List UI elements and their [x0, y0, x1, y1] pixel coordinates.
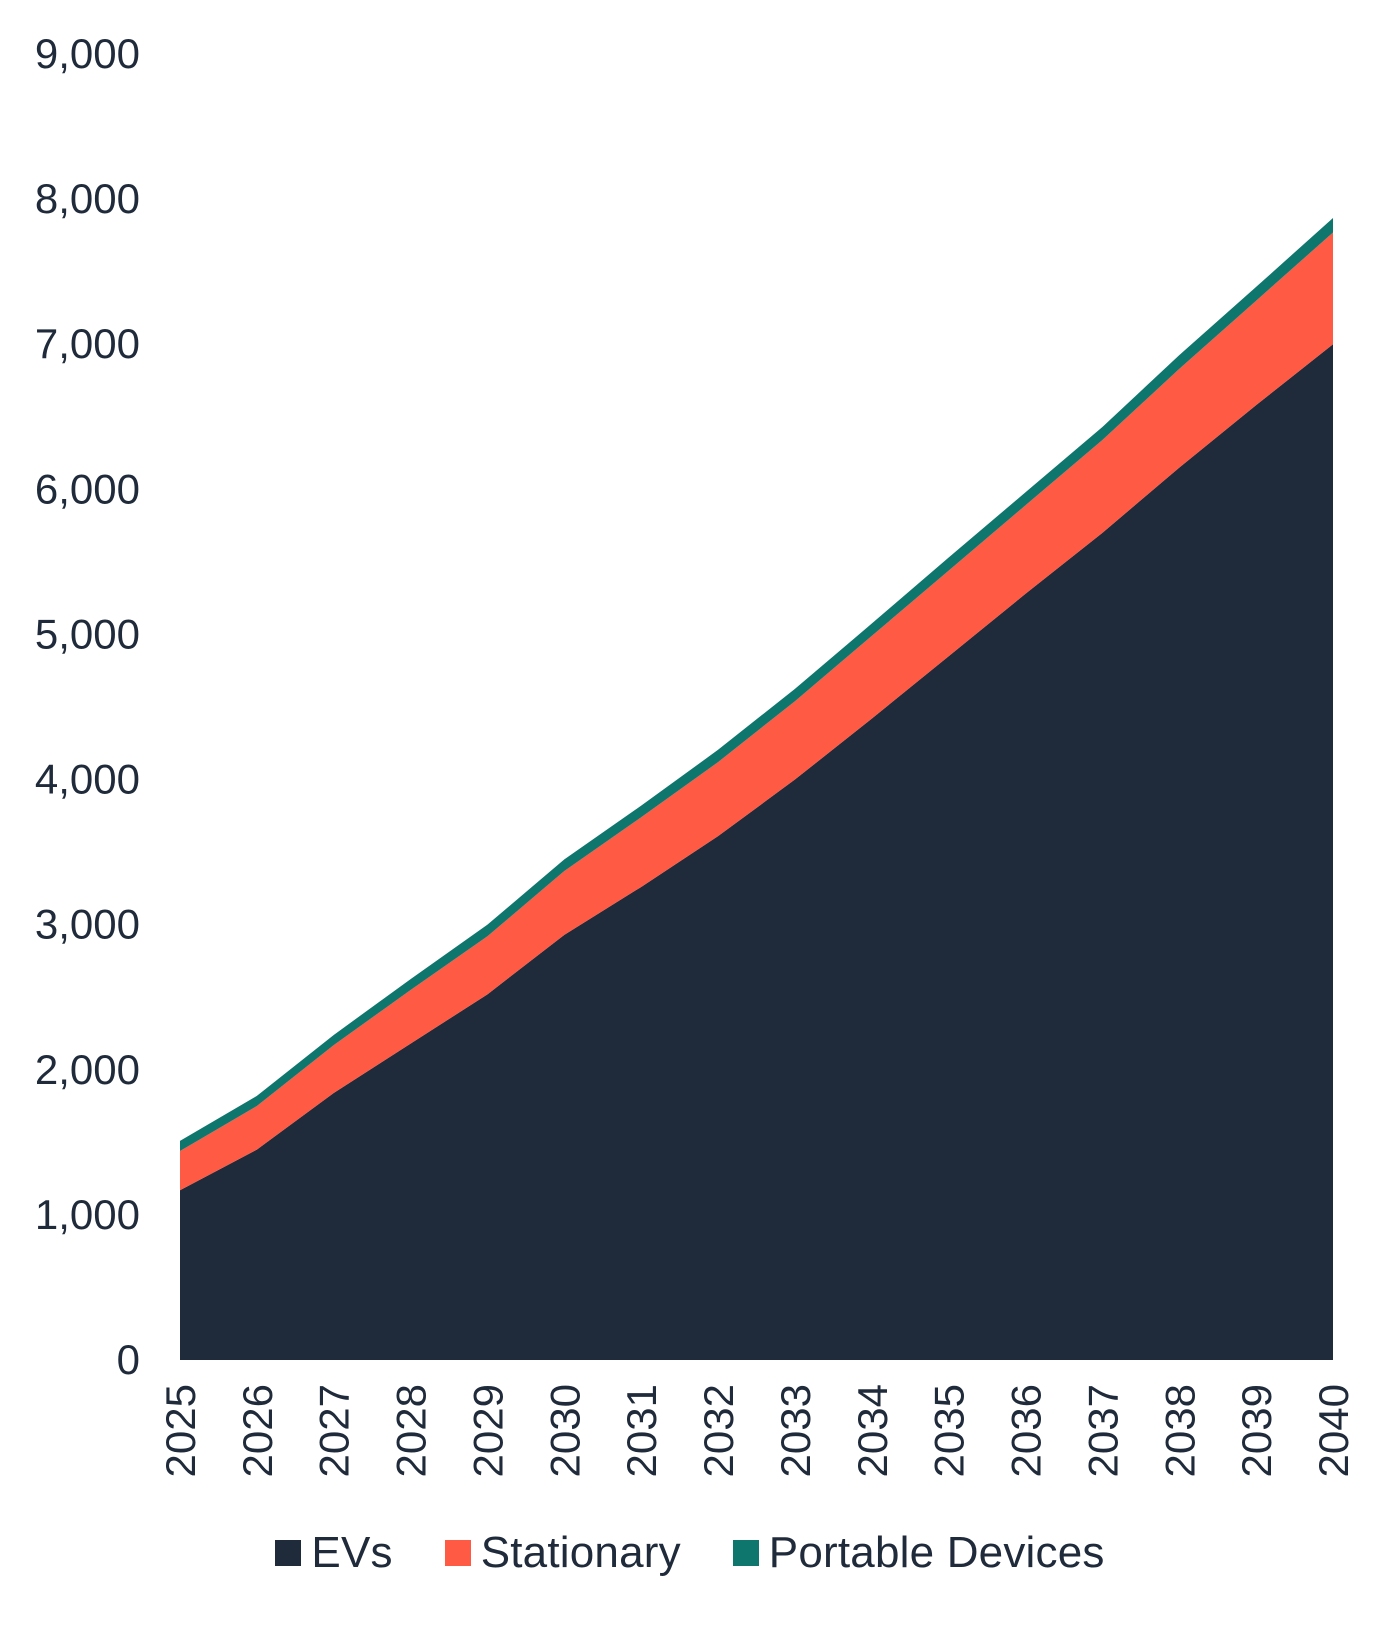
y-tick-label: 5,000	[35, 610, 140, 657]
x-tick-label: 2034	[849, 1384, 896, 1477]
legend-swatch	[444, 1540, 471, 1566]
x-tick-label: 2031	[618, 1384, 665, 1477]
legend-label: Stationary	[480, 1528, 681, 1577]
y-tick-label: 1,000	[35, 1191, 140, 1238]
y-tick-label: 4,000	[35, 756, 140, 803]
x-tick-label: 2036	[1003, 1384, 1050, 1477]
y-tick-label: 7,000	[35, 320, 140, 367]
x-tick-label: 2025	[157, 1384, 204, 1477]
x-tick-label: 2040	[1310, 1384, 1357, 1477]
legend-swatch	[275, 1540, 302, 1566]
y-tick-label: 8,000	[35, 175, 140, 222]
legend-label: EVs	[311, 1528, 393, 1577]
legend-item: Stationary	[444, 1528, 681, 1578]
x-tick-label: 2029	[464, 1384, 511, 1477]
x-tick-label: 2028	[388, 1384, 435, 1477]
y-tick-label: 0	[117, 1336, 140, 1383]
y-axis: 0 1,000 2,000 3,000 4,000 5,000 6,000 7,000 8,00…	[35, 30, 140, 1383]
y-tick-label: 6,000	[35, 465, 140, 512]
x-tick-label: 2030	[541, 1384, 588, 1477]
legend-swatch	[732, 1540, 759, 1566]
x-tick-label: 2035	[926, 1384, 973, 1477]
legend: EVs Stationary Portable Devices	[0, 1528, 1380, 1578]
legend-item: EVs	[275, 1528, 392, 1578]
x-tick-label: 2039	[1233, 1384, 1280, 1477]
y-tick-label: 3,000	[35, 901, 140, 948]
x-axis: 2025 2026 2027 2028 2029 2030 2031 2032 2033 2034…	[157, 1384, 1357, 1477]
x-tick-label: 2032	[695, 1384, 742, 1477]
x-tick-label: 2038	[1156, 1384, 1203, 1477]
legend-label: Portable Devices	[768, 1528, 1105, 1577]
series-areas	[180, 217, 1333, 1361]
y-tick-label: 9,000	[35, 30, 140, 77]
y-tick-label: 2,000	[35, 1046, 140, 1093]
x-tick-label: 2037	[1079, 1384, 1126, 1477]
area-stationary	[180, 232, 1333, 1191]
area-evs	[180, 344, 1333, 1361]
x-tick-label: 2033	[772, 1384, 819, 1477]
legend-item: Portable Devices	[732, 1528, 1105, 1578]
x-tick-label: 2026	[234, 1384, 281, 1477]
x-tick-label: 2027	[311, 1384, 358, 1477]
